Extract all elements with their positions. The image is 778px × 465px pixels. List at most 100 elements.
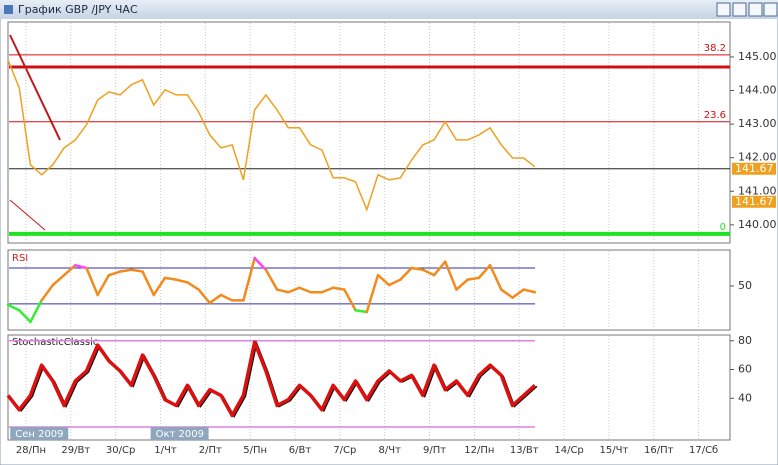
rsi-segment bbox=[152, 276, 167, 297]
y-tick-label: 140.00 bbox=[738, 218, 777, 231]
rsi-segment bbox=[242, 256, 256, 302]
rsi-segment bbox=[511, 288, 525, 299]
x-tick-label: 7/Ср bbox=[333, 445, 356, 456]
y-tick-label: 80 bbox=[738, 334, 752, 347]
button-restore[interactable] bbox=[716, 2, 731, 17]
rsi-segment bbox=[399, 266, 413, 281]
rsi-segment bbox=[387, 278, 402, 287]
rsi-segment bbox=[275, 288, 290, 294]
price-panel bbox=[7, 21, 731, 244]
rsi-segment bbox=[264, 268, 279, 291]
price-tag bbox=[732, 195, 776, 208]
rsi-segment bbox=[130, 268, 144, 273]
rsi-segment bbox=[455, 278, 469, 291]
rsi-segment bbox=[298, 286, 312, 294]
y-tick-label: 50 bbox=[738, 279, 752, 292]
rsi-segment bbox=[118, 268, 133, 273]
rsi-segment bbox=[287, 286, 301, 294]
rsi-segment bbox=[62, 264, 77, 277]
rsi-segment bbox=[343, 288, 357, 312]
rsi-segment bbox=[85, 266, 99, 297]
level-label: 0 bbox=[720, 222, 726, 233]
rsi-segment bbox=[29, 299, 43, 324]
rsi-segment bbox=[174, 278, 189, 284]
x-tick-label: 2/Пт bbox=[199, 445, 222, 456]
y-tick-label: 142.00 bbox=[738, 151, 777, 164]
panel-title: StochasticClassic bbox=[12, 337, 98, 348]
month-label: Окт 2009 bbox=[156, 429, 204, 440]
price-tag-label: 141.67 bbox=[735, 195, 774, 208]
rsi-segment bbox=[74, 264, 88, 270]
x-tick-label: 13/Вт bbox=[510, 445, 539, 456]
x-tick-label: 8/Чт bbox=[378, 445, 401, 456]
rsi-segment bbox=[432, 260, 447, 277]
x-tick-label: 12/Пн bbox=[464, 445, 494, 456]
rsi-segment bbox=[17, 308, 32, 324]
rsi-segment bbox=[466, 276, 481, 281]
trend-line bbox=[9, 199, 46, 231]
x-tick-label: 28/Пн bbox=[16, 445, 46, 456]
price-tag bbox=[732, 162, 776, 175]
rsi-segment bbox=[376, 273, 391, 287]
month-label-box bbox=[150, 427, 209, 440]
rsi-panel bbox=[7, 249, 731, 331]
rsi-segment bbox=[40, 283, 55, 302]
y-tick-label: 144.00 bbox=[738, 84, 777, 97]
stochastic-panel bbox=[7, 334, 731, 441]
rsi-segment bbox=[186, 281, 200, 291]
window-buttons bbox=[716, 2, 778, 17]
trend-line bbox=[9, 34, 61, 141]
data-line bbox=[7, 59, 536, 212]
window-icon bbox=[4, 5, 13, 14]
y-tick-label: 40 bbox=[738, 391, 752, 404]
rsi-segment bbox=[107, 270, 122, 277]
button-maximize[interactable] bbox=[748, 2, 763, 17]
month-label: Сен 2009 bbox=[15, 429, 63, 440]
rsi-segment bbox=[51, 273, 66, 287]
rsi-segment bbox=[421, 268, 436, 277]
rsi-segment bbox=[219, 293, 234, 302]
rsi-segment bbox=[522, 288, 537, 294]
x-tick-label: 9/Пт bbox=[423, 445, 446, 456]
button-close[interactable] bbox=[763, 2, 778, 17]
rsi-segment bbox=[354, 308, 369, 314]
x-tick-label: 29/Вт bbox=[61, 445, 90, 456]
y-tick-label: 145.00 bbox=[738, 50, 777, 63]
rsi-segment bbox=[141, 270, 155, 297]
panel-title: RSI bbox=[12, 253, 28, 264]
x-tick-label: 6/Вт bbox=[289, 445, 312, 456]
rsi-segment bbox=[331, 286, 346, 291]
x-tick-label: 15/Чт bbox=[600, 445, 629, 456]
window-title: График GBP /JPY ЧАС bbox=[18, 3, 138, 16]
x-tick-label: 5/Пн bbox=[243, 445, 267, 456]
y-tick-label: 141.00 bbox=[738, 184, 777, 197]
rsi-segment bbox=[410, 266, 425, 272]
rsi-segment bbox=[443, 260, 458, 291]
rsi-segment bbox=[208, 293, 223, 305]
level-label: 23.6 bbox=[704, 110, 726, 121]
rsi-segment bbox=[500, 288, 514, 299]
title-bar bbox=[0, 0, 778, 19]
x-tick-label: 1/Чт bbox=[154, 445, 177, 456]
y-tick-label: 60 bbox=[738, 363, 752, 376]
price-tag-label: 141.67 bbox=[735, 162, 774, 175]
data-line bbox=[6, 340, 537, 418]
x-tick-label: 30/Ср bbox=[106, 445, 135, 456]
rsi-segment bbox=[96, 273, 111, 297]
x-tick-label: 16/Пт bbox=[644, 445, 674, 456]
button-minimize[interactable] bbox=[732, 2, 747, 17]
x-tick-label: 17/Сб bbox=[689, 445, 718, 456]
rsi-segment bbox=[197, 288, 212, 305]
month-label-box bbox=[10, 427, 69, 440]
rsi-segment bbox=[320, 286, 335, 294]
rsi-segment bbox=[163, 276, 178, 281]
level-label: 38.2 bbox=[704, 43, 726, 54]
rsi-segment bbox=[488, 264, 503, 291]
rsi-segment bbox=[253, 256, 268, 272]
y-tick-label: 143.00 bbox=[738, 117, 777, 130]
x-tick-label: 14/Ср bbox=[554, 445, 583, 456]
rsi-segment bbox=[477, 264, 492, 280]
rsi-segment bbox=[6, 303, 21, 312]
rsi-segment bbox=[365, 273, 380, 314]
